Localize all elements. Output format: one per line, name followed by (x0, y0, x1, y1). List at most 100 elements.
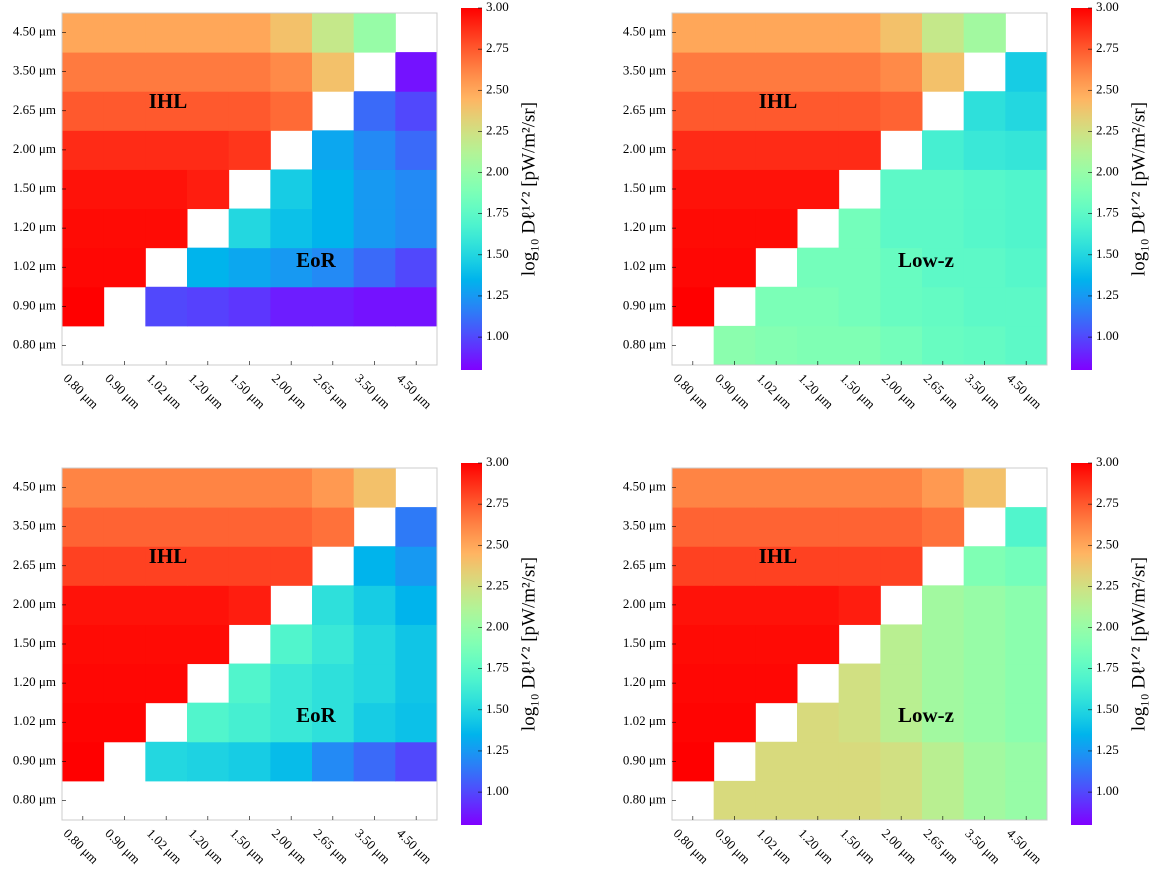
x-tick-label: 0.80 μm (61, 371, 102, 412)
x-tick-label: 0.80 μm (671, 371, 712, 412)
heatmap-cell (228, 663, 271, 704)
annotation: EoR (296, 703, 337, 727)
heatmap-cell (187, 624, 230, 665)
heatmap-cell (755, 130, 798, 170)
heatmap-cell (713, 247, 756, 288)
y-tick-label: 2.00 μm (623, 141, 666, 156)
heatmap-cell (922, 624, 965, 665)
heatmap-cell (353, 130, 396, 170)
heatmap-cell (353, 624, 396, 665)
y-tick-label: 4.50 μm (13, 479, 56, 494)
heatmap-cell (1005, 546, 1048, 586)
heatmap-cell (103, 13, 146, 53)
heatmap-cell (1005, 286, 1048, 327)
heatmap-cell (228, 13, 271, 53)
heatmap-cell (103, 663, 146, 704)
heatmap-cell (838, 325, 881, 366)
x-tick-label: 1.02 μm (144, 371, 185, 412)
heatmap-cell (270, 741, 313, 782)
y-tick-label: 3.50 μm (13, 518, 56, 533)
heatmap-cell (922, 663, 965, 704)
colorbar-tick-label: 1.00 (486, 328, 509, 343)
heatmap-cell (922, 52, 965, 92)
y-tick-label: 2.00 μm (13, 596, 56, 611)
heatmap-cell (228, 585, 271, 625)
heatmap-cell (963, 13, 1006, 53)
heatmap-cell (103, 468, 146, 508)
heatmap-cell (880, 169, 923, 210)
colorbar (461, 463, 482, 825)
x-tick-label: 2.65 μm (921, 826, 962, 867)
heatmap-cell (145, 208, 188, 249)
y-tick-label: 0.80 μm (623, 336, 666, 351)
heatmap-cell (672, 741, 715, 782)
heatmap-cell (963, 585, 1006, 625)
y-tick-label: 4.50 μm (623, 24, 666, 39)
colorbar-tick-label: 1.25 (1096, 287, 1119, 302)
heatmap-cell (755, 741, 798, 782)
x-tick-label: 2.00 μm (879, 371, 920, 412)
heatmap-cell (755, 169, 798, 210)
heatmap-cell (103, 130, 146, 170)
y-tick-label: 4.50 μm (623, 479, 666, 494)
heatmap-cell (62, 286, 105, 327)
heatmap-cell (62, 468, 105, 508)
x-tick-label: 0.90 μm (102, 371, 143, 412)
heatmap-cell (395, 169, 438, 210)
x-tick-label: 1.50 μm (837, 826, 878, 867)
y-tick-label: 0.90 μm (623, 297, 666, 312)
heatmap-cell (312, 663, 355, 704)
heatmap-cell (145, 546, 188, 586)
heatmap-cell (713, 702, 756, 743)
heatmap-cell (228, 702, 271, 743)
heatmap-cell (713, 52, 756, 92)
heatmap-cell (922, 468, 965, 508)
annotation: Low-z (898, 703, 954, 727)
heatmap-cell (880, 624, 923, 665)
heatmap-cell (187, 91, 230, 131)
colorbar-tick-label: 1.75 (1096, 660, 1119, 675)
heatmap-cell (62, 52, 105, 92)
y-tick-label: 2.00 μm (13, 141, 56, 156)
heatmap-cell (145, 13, 188, 53)
heatmap-cell (922, 702, 965, 743)
heatmap-cell (713, 13, 756, 53)
heatmap-cell (145, 286, 188, 327)
heatmap-cell (1005, 780, 1048, 821)
heatmap-cell (353, 247, 396, 288)
heatmap-cell (922, 169, 965, 210)
x-tick-label: 1.02 μm (144, 826, 185, 867)
heatmap-cell (187, 468, 230, 508)
heatmap-cell (797, 741, 840, 782)
heatmap-cell (187, 247, 230, 288)
heatmap-cell (353, 546, 396, 586)
heatmap-cell (145, 741, 188, 782)
colorbar-tick-label: 2.00 (486, 619, 509, 634)
heatmap-cell (672, 130, 715, 170)
heatmap-cell (145, 130, 188, 170)
annotation: EoR (296, 248, 337, 272)
heatmap-cell (1005, 663, 1048, 704)
colorbar-tick-label: 2.25 (1096, 577, 1119, 592)
heatmap-cell (672, 663, 715, 704)
heatmap-cell (963, 624, 1006, 665)
colorbar-tick-label: 1.50 (486, 246, 509, 261)
colorbar-tick-label: 3.00 (486, 0, 509, 14)
x-tick-label: 0.80 μm (61, 826, 102, 867)
heatmap-cell (797, 546, 840, 586)
heatmap-cell (228, 507, 271, 547)
heatmap-cell (187, 169, 230, 210)
heatmap-cell (838, 52, 881, 92)
heatmap-cell (963, 663, 1006, 704)
heatmap-cell (103, 91, 146, 131)
heatmap-cell (922, 585, 965, 625)
colorbar-tick-label: 2.50 (1096, 81, 1119, 96)
colorbar-tick-label: 3.00 (1096, 454, 1119, 469)
x-tick-label: 1.20 μm (796, 826, 837, 867)
colorbar-tick-label: 1.00 (1096, 783, 1119, 798)
heatmap-cell (880, 247, 923, 288)
heatmap-cell (353, 169, 396, 210)
heatmap-cell (797, 507, 840, 547)
heatmap-cell (270, 52, 313, 92)
heatmap-cell (187, 286, 230, 327)
